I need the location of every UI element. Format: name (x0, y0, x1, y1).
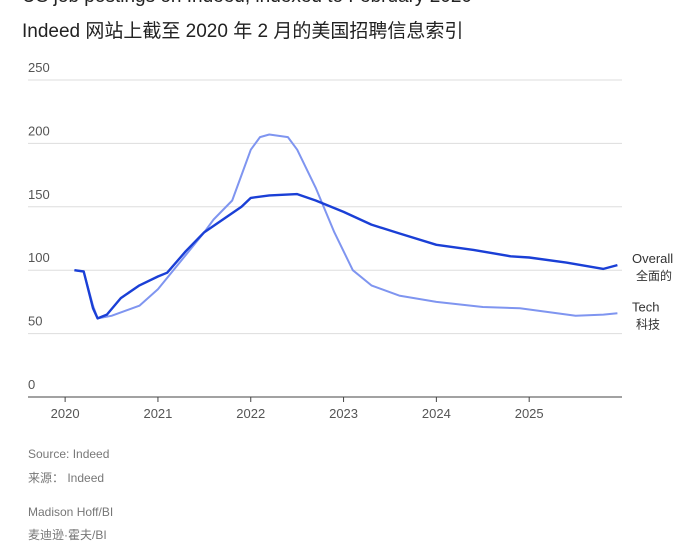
x-tick-label: 2021 (143, 406, 172, 421)
source-cn: 来源： Indeed (28, 471, 105, 485)
x-tick-label: 2022 (236, 406, 265, 421)
y-tick-label: 100 (28, 250, 50, 265)
series-label: Overall (632, 251, 673, 266)
series-line-overall (74, 192, 618, 320)
series-label-cn: 全面的 (636, 268, 672, 283)
y-tick-label: 200 (28, 123, 50, 138)
x-tick-label: 2020 (51, 406, 80, 421)
chart-subtitle: Indeed 网站上截至 2020 年 2 月的美国招聘信息索引 (22, 21, 464, 42)
credit-cn: 麦迪逊·霍夫/BI (28, 528, 107, 542)
y-tick-label: 0 (28, 377, 35, 392)
x-tick-label: 2023 (329, 406, 358, 421)
series-label-cn: 科技 (636, 317, 660, 331)
chart-title: US job postings on Indeed, indexed to Fe… (22, 0, 472, 8)
source: Source: Indeed (28, 447, 110, 461)
x-tick-label: 2025 (515, 406, 544, 421)
y-tick-label: 50 (28, 314, 42, 329)
y-tick-label: 250 (28, 60, 50, 75)
series-line-tech (74, 133, 618, 320)
series-label: Tech (632, 299, 659, 314)
x-tick-label: 2024 (422, 406, 451, 421)
credit: Madison Hoff/BI (28, 505, 114, 519)
line-chart: 0 50 100 150 200 250 2020 2021 2022 2023 2024 2025 T… (28, 60, 673, 421)
y-tick-label: 150 (28, 187, 50, 202)
